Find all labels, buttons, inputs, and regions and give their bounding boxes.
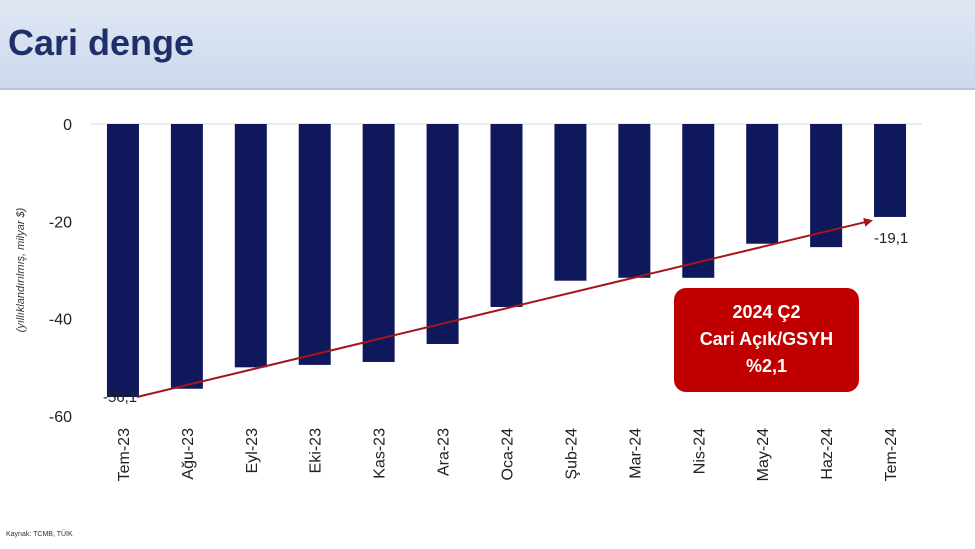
x-tick-label: Mar-24	[627, 428, 644, 479]
x-tick-label: Nis-24	[691, 428, 708, 474]
page-title: Cari denge	[8, 22, 195, 63]
callout-line: 2024 Ç2	[732, 302, 800, 322]
header-bar: Cari denge	[0, 0, 975, 90]
bar-eyl-23	[234, 124, 267, 368]
source-note: Kaynak: TCMB, TÜİK	[6, 531, 73, 538]
x-tick-label: Eyl-23	[244, 428, 261, 473]
x-tick-label: Eki-23	[308, 428, 325, 473]
bar-mar-24	[618, 124, 651, 278]
data-label: -56,1	[103, 389, 137, 406]
y-tick-label: 0	[63, 117, 72, 134]
x-tick-label: May-24	[755, 428, 772, 481]
bar-nis-24	[682, 124, 715, 278]
y-tick-label: -60	[49, 409, 72, 426]
x-tick-label: Oca-24	[500, 428, 517, 481]
bars	[106, 124, 907, 398]
bar-kas-23	[362, 124, 395, 362]
bar-may-24	[746, 124, 779, 244]
bar-haz-24	[810, 124, 843, 248]
y-tick-label: -20	[49, 214, 72, 231]
x-tick-label: Ara-23	[436, 428, 453, 476]
bar-chart: 0-20-40-60(yıllıklandırılmış, milyar $) …	[15, 117, 922, 481]
x-tick-label: Ağu-23	[180, 428, 197, 480]
y-axis: 0 -20 -40 -60 (yıllıklandırılmış, milyar $)	[15, 117, 72, 426]
bar-ağu-23	[170, 124, 203, 389]
bar-oca-24	[490, 124, 523, 307]
y-tick-label: -40	[49, 312, 72, 329]
annotations: -56,1 -19,1 2024 Ç2 Cari Açık/GSYH %2,1	[103, 217, 908, 406]
bar-tem-24	[874, 124, 907, 217]
callout-box	[674, 288, 859, 392]
trend-arrow	[136, 217, 873, 398]
x-tick-label: Kas-23	[372, 428, 389, 479]
x-tick-label: Tem-23	[116, 428, 133, 481]
x-axis: Tem-23 Ağu-23 Eyl-23 Eki-23 Kas-23 Ara-23 Oca-…	[116, 428, 900, 481]
callout-line: %2,1	[746, 356, 787, 376]
callout-line: Cari Açık/GSYH	[700, 329, 833, 349]
bar-ara-23	[426, 124, 459, 344]
x-tick-label: Şub-24	[563, 428, 580, 480]
x-tick-label: Haz-24	[819, 428, 836, 480]
bar-eki-23	[298, 124, 331, 365]
y-axis-title: (yıllıklandırılmış, milyar $)	[15, 207, 27, 332]
bar-şub-24	[554, 124, 587, 281]
data-label: -19,1	[874, 230, 908, 247]
x-tick-label: Tem-24	[883, 428, 900, 481]
bar-tem-23	[106, 124, 139, 398]
